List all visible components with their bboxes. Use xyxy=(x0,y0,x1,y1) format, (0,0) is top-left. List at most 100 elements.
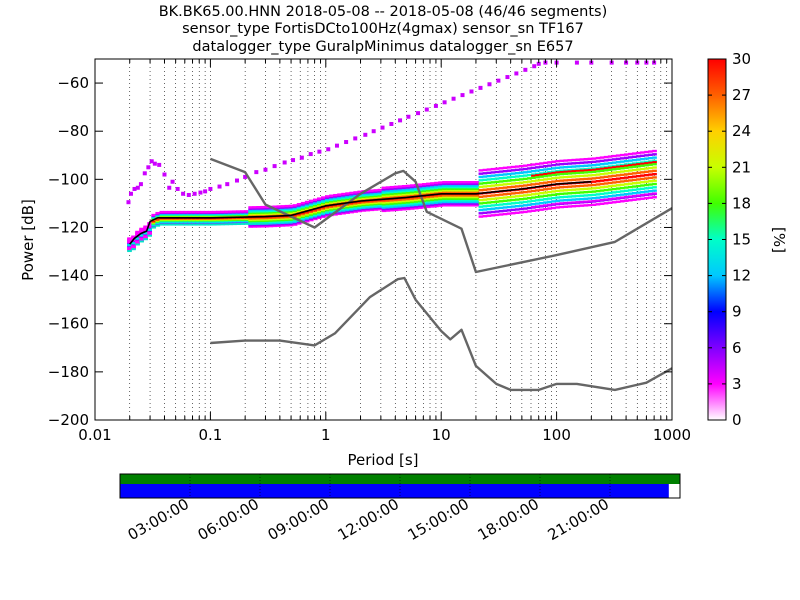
density-cell xyxy=(527,180,532,183)
density-cell xyxy=(397,206,403,210)
density-cell xyxy=(502,183,508,186)
density-cell xyxy=(422,187,427,191)
density-cell xyxy=(458,200,464,204)
density-cell xyxy=(312,212,318,215)
density-cell xyxy=(389,192,395,195)
density-cell xyxy=(430,185,435,188)
density-cell xyxy=(514,178,520,181)
density-cell xyxy=(591,163,597,167)
density-cell xyxy=(551,160,556,163)
density-cell xyxy=(644,157,649,160)
density-cell xyxy=(321,203,326,206)
density-cell xyxy=(389,194,395,197)
density-cell xyxy=(345,196,350,199)
y-tick-label: −80 xyxy=(57,122,89,140)
density-cell xyxy=(502,173,508,176)
density-cell xyxy=(276,206,282,210)
density-cell xyxy=(644,160,649,164)
density-cell xyxy=(203,210,209,214)
density-cell xyxy=(527,183,532,187)
density-cell xyxy=(559,205,564,209)
density-cell xyxy=(539,168,544,172)
density-cell xyxy=(304,206,310,209)
density-cell xyxy=(510,182,516,185)
density-cell xyxy=(636,165,641,168)
density-cell xyxy=(438,202,443,206)
density-cell xyxy=(276,219,282,222)
density-cell xyxy=(244,210,249,213)
density-cell xyxy=(652,192,657,195)
density-cell xyxy=(296,203,302,206)
density-cell xyxy=(256,223,262,227)
density-cell xyxy=(401,198,407,201)
density-cell xyxy=(535,192,540,195)
density-cell xyxy=(506,179,512,182)
density-cell xyxy=(325,195,330,198)
density-cell xyxy=(272,164,277,169)
density-cell xyxy=(272,217,278,221)
density-cell xyxy=(535,176,540,179)
density-cell xyxy=(353,207,358,211)
density-cell xyxy=(474,184,480,187)
density-cell xyxy=(490,184,496,187)
density-cell xyxy=(450,181,455,184)
density-cell xyxy=(454,200,459,204)
density-cell xyxy=(551,167,556,170)
density-cell xyxy=(203,189,208,194)
density-cell xyxy=(422,192,427,196)
density-cell xyxy=(325,196,330,199)
density-cell xyxy=(632,163,637,166)
density-cell xyxy=(474,190,480,194)
density-cell xyxy=(146,165,151,170)
density-cell xyxy=(288,221,294,224)
density-cell xyxy=(575,169,581,172)
density-cell xyxy=(518,207,524,211)
density-cell xyxy=(292,209,298,213)
density-cell xyxy=(490,181,496,184)
density-cell xyxy=(272,219,278,222)
density-cell xyxy=(264,222,270,225)
density-cell xyxy=(591,193,597,197)
density-cell xyxy=(628,172,633,176)
density-cell xyxy=(446,204,451,207)
density-cell xyxy=(397,190,403,193)
density-cell xyxy=(292,215,298,218)
density-cell xyxy=(280,222,286,226)
density-cell xyxy=(252,206,258,209)
density-cell xyxy=(397,191,403,195)
density-cell xyxy=(648,183,653,186)
density-cell xyxy=(300,206,306,209)
density-cell xyxy=(644,177,649,180)
density-cell xyxy=(312,213,318,217)
density-cell xyxy=(587,190,593,194)
density-cell xyxy=(430,197,435,200)
density-cell xyxy=(369,201,375,205)
density-cell xyxy=(199,210,205,214)
density-cell xyxy=(248,225,253,228)
density-cell xyxy=(385,202,391,206)
density-cell xyxy=(361,195,367,198)
density-cell xyxy=(531,176,536,179)
density-cell xyxy=(567,170,573,173)
density-cell xyxy=(422,189,427,193)
density-cell xyxy=(353,203,358,206)
density-cell xyxy=(417,196,423,200)
density-cell xyxy=(595,163,601,166)
density-cell xyxy=(139,240,144,243)
density-cell xyxy=(162,172,167,177)
density-cell xyxy=(308,217,314,220)
density-cell xyxy=(623,164,629,167)
colorbar-tick-label: 12 xyxy=(732,267,751,285)
density-cell xyxy=(268,211,274,214)
density-cell xyxy=(135,243,140,246)
density-cell xyxy=(377,194,383,197)
density-cell xyxy=(329,201,334,204)
density-cell xyxy=(571,205,577,208)
density-cell xyxy=(486,204,492,208)
x-tick-label: 1000 xyxy=(653,426,691,444)
density-cell xyxy=(547,194,552,197)
density-cell xyxy=(329,194,334,197)
density-cell xyxy=(312,210,318,214)
density-cell xyxy=(591,160,597,164)
density-cell xyxy=(583,204,589,207)
